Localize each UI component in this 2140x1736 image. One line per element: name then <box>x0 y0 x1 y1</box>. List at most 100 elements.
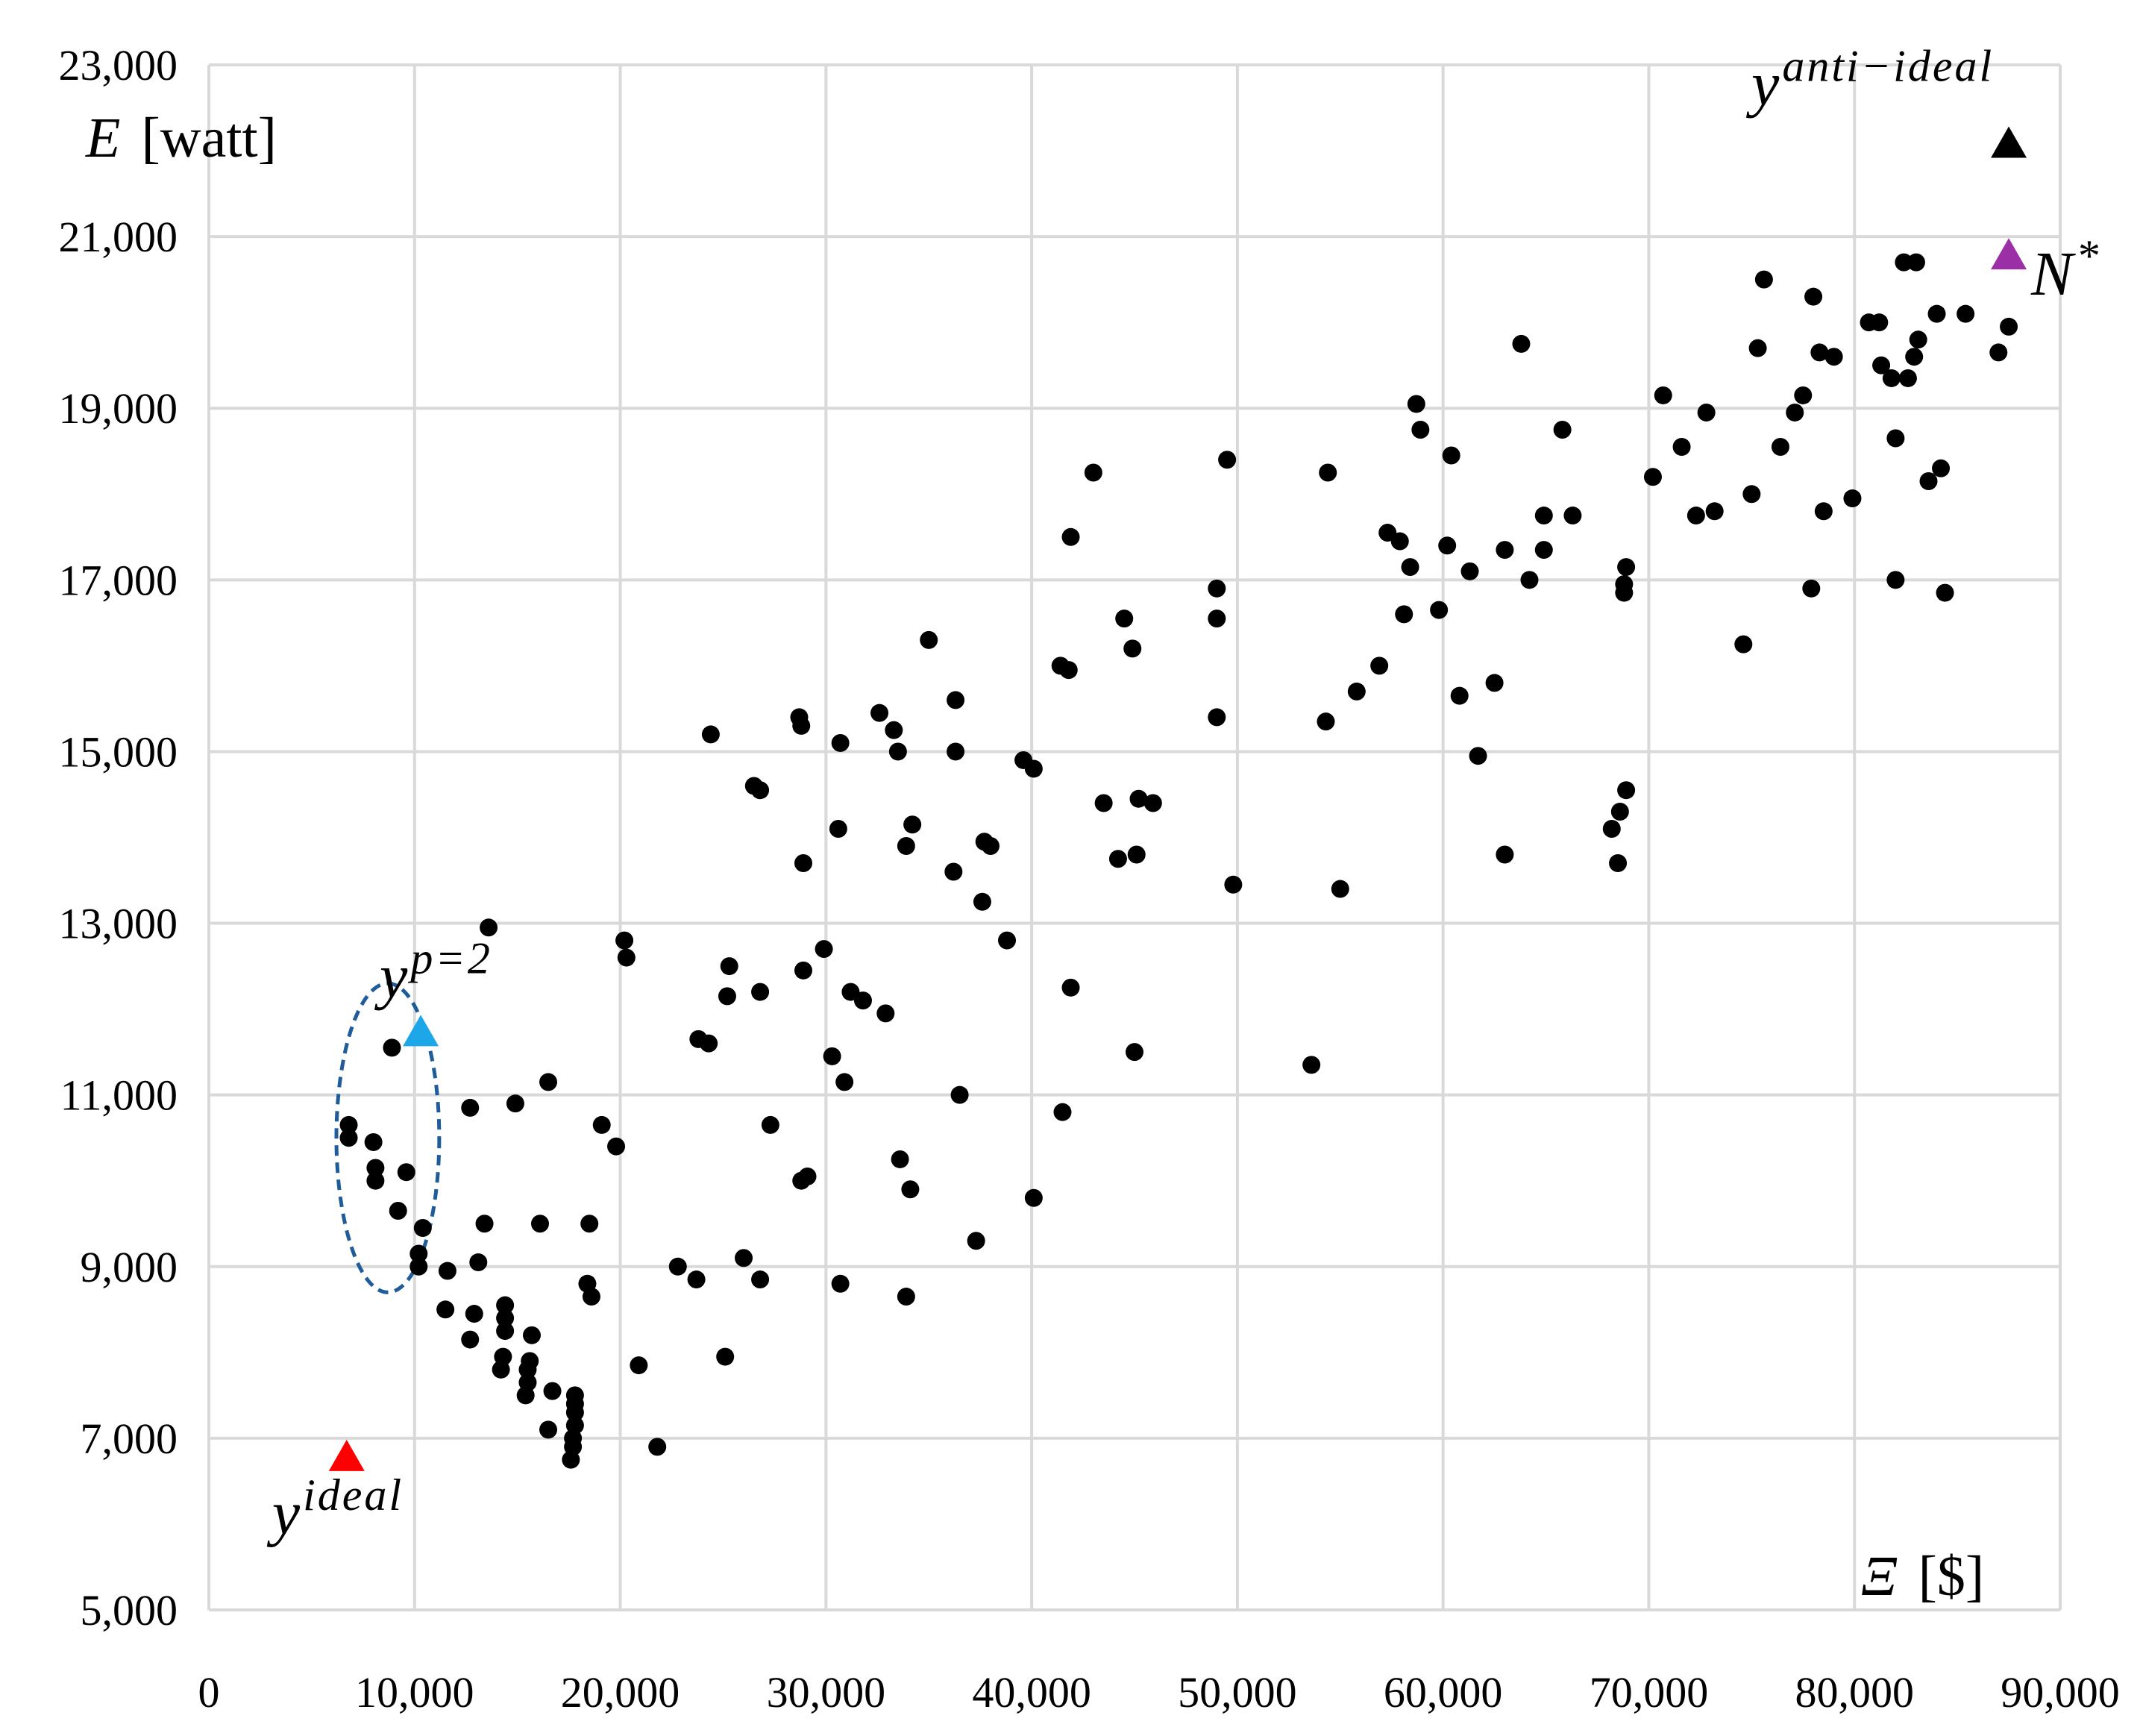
data-point <box>1053 1103 1072 1121</box>
data-point <box>1804 287 1823 306</box>
data-point <box>539 1073 558 1091</box>
data-points <box>339 253 2018 1469</box>
special-point-marker <box>328 1439 365 1471</box>
data-point <box>835 1073 854 1091</box>
data-point <box>751 983 770 1001</box>
data-point <box>1407 395 1425 413</box>
data-point <box>518 1360 537 1379</box>
data-point <box>1485 674 1504 692</box>
y-tick-label: 23,000 <box>59 41 178 90</box>
data-point <box>815 940 833 959</box>
data-point <box>1957 304 1975 323</box>
x-tick-label: 60,000 <box>1384 1668 1503 1717</box>
data-point <box>1319 463 1337 482</box>
data-point <box>475 1215 494 1233</box>
data-point <box>1609 854 1628 873</box>
data-point <box>1843 489 1862 508</box>
x-tick-label: 40,000 <box>972 1668 1091 1717</box>
data-point <box>1553 420 1572 439</box>
data-point <box>701 725 720 744</box>
special-point-marker <box>403 1015 439 1047</box>
data-point <box>1786 403 1804 422</box>
x-tick-label: 30,000 <box>767 1668 886 1717</box>
data-point <box>888 742 907 761</box>
data-point <box>582 1288 600 1306</box>
data-point <box>1563 507 1582 525</box>
data-point <box>1390 532 1409 551</box>
special-point-marker <box>1991 238 2027 270</box>
data-point <box>1438 536 1457 555</box>
x-tick-label: 80,000 <box>1795 1668 1914 1717</box>
data-point <box>469 1253 488 1272</box>
data-point <box>1802 579 1821 598</box>
data-point <box>1643 468 1662 486</box>
data-point <box>339 1129 358 1147</box>
data-point <box>522 1326 541 1344</box>
x-axis-unit: [$] <box>1918 1545 1985 1608</box>
data-point <box>761 1115 779 1134</box>
data-point <box>1331 880 1349 898</box>
data-point <box>1907 253 1925 272</box>
data-point <box>831 1274 850 1293</box>
data-point <box>1317 712 1335 731</box>
data-point <box>1534 507 1553 525</box>
data-point <box>885 721 903 739</box>
y-tick-label: 5,000 <box>81 1586 178 1635</box>
data-point <box>2000 317 2018 336</box>
y-tick-label: 9,000 <box>81 1243 178 1291</box>
data-point <box>687 1270 706 1289</box>
data-point <box>562 1450 580 1469</box>
data-point <box>1224 875 1243 894</box>
data-point <box>531 1215 550 1233</box>
data-point <box>1610 802 1629 821</box>
label-base: y <box>266 1479 301 1548</box>
data-point <box>1123 639 1142 658</box>
data-point <box>461 1098 480 1117</box>
x-tick-label: 10,000 <box>355 1668 474 1717</box>
data-point <box>339 1115 358 1134</box>
data-point <box>947 742 965 761</box>
data-point <box>1208 610 1226 628</box>
data-point <box>1126 1043 1143 1062</box>
data-point <box>1024 759 1043 778</box>
data-point <box>1989 343 2008 362</box>
data-point <box>410 1244 428 1263</box>
data-point <box>1882 369 1901 387</box>
data-point <box>751 781 770 800</box>
x-axis-label: Ξ [$] <box>1861 1545 1984 1608</box>
data-point <box>1442 446 1460 465</box>
data-point <box>1460 562 1479 580</box>
data-point <box>1520 571 1539 589</box>
data-point <box>465 1305 483 1323</box>
x-tick-label: 0 <box>198 1668 220 1717</box>
data-point <box>1617 781 1636 800</box>
data-point <box>1084 463 1102 482</box>
data-point <box>1395 605 1413 624</box>
data-point <box>383 1038 401 1057</box>
data-point <box>1898 369 1917 387</box>
data-point <box>1886 571 1905 589</box>
y-axis-unit: [watt] <box>141 107 276 169</box>
data-point <box>901 1180 920 1199</box>
data-point <box>648 1438 667 1456</box>
data-point <box>1208 579 1226 598</box>
data-point <box>853 991 872 1010</box>
data-point <box>1672 437 1691 456</box>
data-point <box>366 1171 385 1190</box>
data-point <box>700 1034 718 1053</box>
data-point <box>1697 403 1716 422</box>
grid-lines <box>207 63 2062 1611</box>
data-point <box>630 1356 648 1375</box>
data-point <box>870 704 889 722</box>
data-point <box>891 1150 909 1168</box>
data-point <box>1302 1056 1321 1074</box>
highlight-ellipse-layer <box>334 981 442 1294</box>
data-point <box>539 1420 558 1439</box>
data-point <box>397 1163 415 1182</box>
data-point <box>1654 386 1672 404</box>
data-point <box>718 987 736 1006</box>
data-point <box>1496 541 1514 560</box>
data-point <box>981 837 1000 856</box>
data-point <box>543 1382 562 1400</box>
data-point <box>1218 451 1237 469</box>
